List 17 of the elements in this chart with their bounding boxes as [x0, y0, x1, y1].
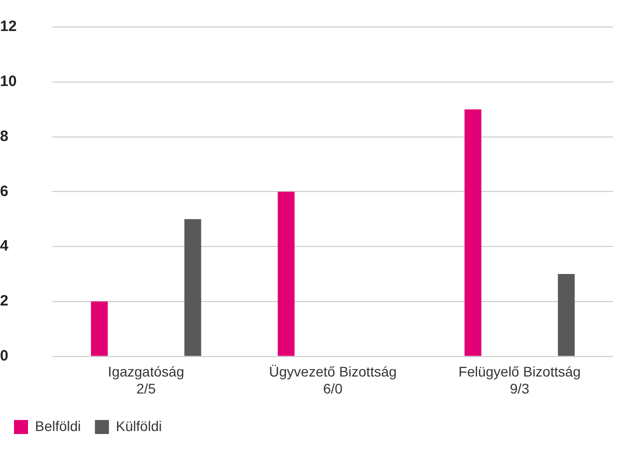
bar	[184, 219, 202, 356]
x-tick-label: Ügyvezető Bizottság 6/0	[269, 364, 397, 396]
x-tick-label: Igazgatóság 2/5	[108, 364, 184, 396]
bar	[90, 302, 108, 356]
x-tick-label: Felügyelő Bizottság 9/3	[458, 364, 581, 396]
legend-label: Külföldi	[116, 418, 162, 434]
legend-label: Belföldi	[35, 418, 81, 434]
y-tick-label: 6	[0, 182, 8, 200]
y-tick-label: 0	[0, 348, 8, 365]
bar	[558, 274, 575, 356]
y-tick-label: 2	[0, 292, 8, 310]
y-tick-label: 12	[0, 18, 17, 36]
y-tick-label: 4	[0, 238, 9, 255]
bar	[464, 109, 482, 356]
y-tick-label: 8	[0, 128, 8, 145]
bar	[278, 192, 295, 356]
y-tick-label: 10	[0, 73, 17, 90]
